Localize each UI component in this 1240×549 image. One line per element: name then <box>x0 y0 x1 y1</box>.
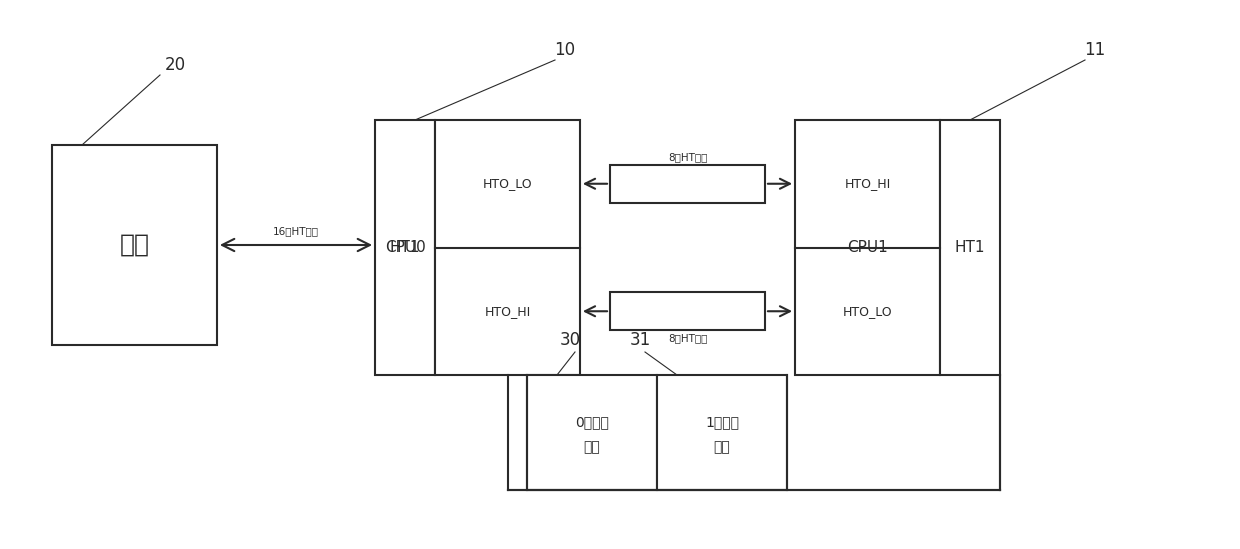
Text: HTO_LO: HTO_LO <box>843 305 893 318</box>
Text: 10: 10 <box>554 41 575 59</box>
Bar <box>657 375 787 490</box>
Text: 8位HT总线: 8位HT总线 <box>668 152 707 162</box>
Text: 桥片: 桥片 <box>119 233 150 257</box>
Bar <box>374 120 435 375</box>
Text: HT1: HT1 <box>389 240 420 255</box>
Text: 30: 30 <box>559 331 580 349</box>
Text: 分区: 分区 <box>714 440 730 455</box>
Bar <box>527 375 657 490</box>
Text: 0号存储: 0号存储 <box>575 416 609 429</box>
Text: 8位HT总线: 8位HT总线 <box>668 333 707 343</box>
Text: 分区: 分区 <box>584 440 600 455</box>
Text: HTO_HI: HTO_HI <box>485 305 531 318</box>
Text: HTO_HI: HTO_HI <box>844 177 890 191</box>
Text: HT1: HT1 <box>955 240 986 255</box>
Text: 16位HT总线: 16位HT总线 <box>273 226 319 236</box>
Text: 20: 20 <box>165 56 186 74</box>
Text: 1号存储: 1号存储 <box>706 416 739 429</box>
Bar <box>940 120 999 375</box>
Text: 11: 11 <box>1084 41 1106 59</box>
Text: CPU0: CPU0 <box>384 240 425 255</box>
Bar <box>610 165 765 203</box>
Bar <box>795 120 940 375</box>
Bar <box>610 292 765 330</box>
Text: 31: 31 <box>630 331 651 349</box>
Bar <box>52 145 217 345</box>
Text: CPU1: CPU1 <box>847 240 888 255</box>
Bar <box>435 120 580 375</box>
Text: HTO_LO: HTO_LO <box>482 177 532 191</box>
